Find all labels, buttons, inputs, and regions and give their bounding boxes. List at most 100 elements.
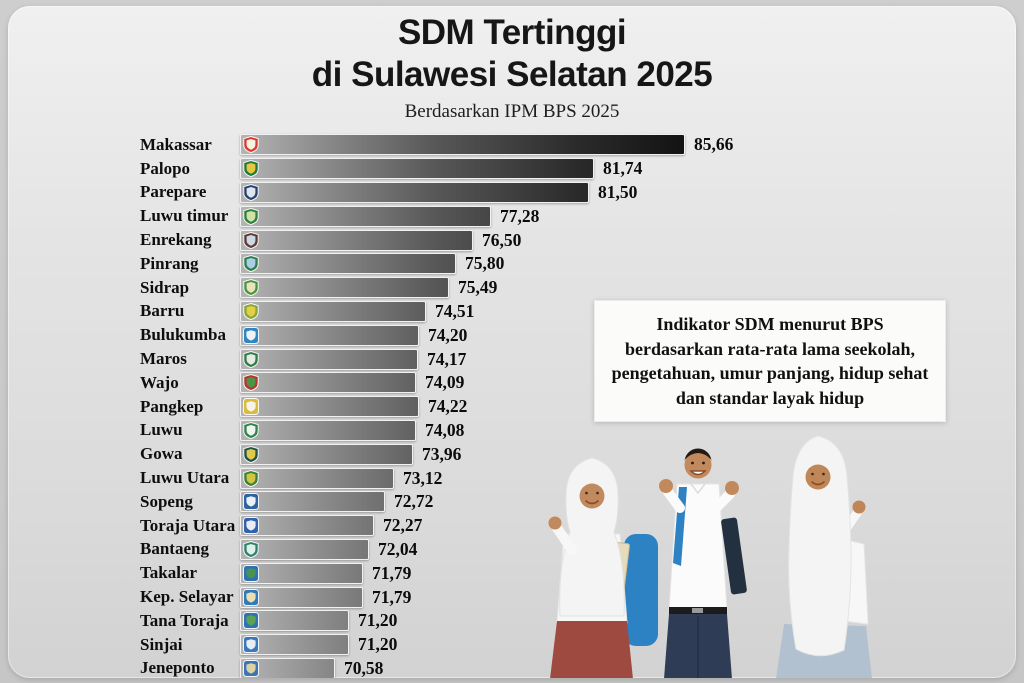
info-box: Indikator SDM menurut BPS berdasarkan rat…: [594, 300, 946, 422]
bar-row-maros: Maros 74,17: [140, 347, 880, 371]
bar-row-luwu-timur: Luwu timur 77,28: [140, 204, 880, 228]
category-label: Pinrang: [140, 253, 199, 273]
value-bar: [240, 610, 349, 632]
card-background: SDM Tertinggi di Sulawesi Selatan 2025 Be…: [8, 6, 1016, 678]
bar-row-sopeng: Sopeng 72,72: [140, 490, 880, 514]
value-bar: [240, 300, 426, 322]
value-label: 81,74: [603, 158, 643, 179]
category-label: Toraja Utara: [140, 515, 236, 535]
value-bar: [240, 396, 419, 418]
value-label: 70,58: [344, 657, 384, 678]
bar-row-barru: Barru 74,51: [140, 300, 880, 324]
category-label: Barru: [140, 301, 185, 321]
value-label: 71,20: [358, 634, 398, 655]
sinjai-emblem-icon: [243, 636, 259, 654]
barru-emblem-icon: [243, 302, 259, 320]
info-box-text: Indikator SDM menurut BPS berdasarkan rat…: [611, 314, 929, 408]
bar-row-pangkep: Pangkep 74,22: [140, 395, 880, 419]
value-label: 74,08: [425, 419, 465, 440]
value-bar: [240, 348, 418, 370]
enrekang-emblem-icon: [243, 231, 259, 249]
value-bar: [240, 586, 363, 608]
jeneponto-emblem-icon: [243, 659, 259, 677]
page-subtitle: Berdasarkan IPM BPS 2025: [404, 101, 620, 122]
bar-chart: Makassar 85,66 Palopo 81,74 Parepare 81,50 Luw…: [140, 133, 880, 678]
category-label: Luwu timur: [140, 206, 229, 226]
category-label: Wajo: [140, 372, 179, 392]
value-bar: [240, 515, 374, 537]
category-label: Takalar: [140, 563, 198, 583]
category-label: Bulukumba: [140, 325, 226, 345]
maros-emblem-icon: [243, 350, 259, 368]
bar-row-bulukumba: Bulukumba 74,20: [140, 323, 880, 347]
value-label: 77,28: [500, 205, 540, 226]
category-label: Sidrap: [140, 277, 190, 297]
makassar-emblem-icon: [243, 136, 259, 154]
category-label: Sopeng: [140, 491, 193, 511]
bar-row-tana-toraja: Tana Toraja 71,20: [140, 609, 880, 633]
bar-row-toraja-utara: Toraja Utara 72,27: [140, 514, 880, 538]
value-bar: [240, 538, 369, 560]
value-bar: [240, 277, 449, 299]
value-bar: [240, 229, 473, 251]
value-label: 71,20: [358, 610, 398, 631]
title-line-2: di Sulawesi Selatan 2025: [311, 55, 713, 94]
value-label: 72,72: [394, 491, 434, 512]
value-bar: [240, 253, 456, 275]
category-label: Kep. Selayar: [140, 587, 234, 607]
parepare-emblem-icon: [243, 183, 259, 201]
pinrang-emblem-icon: [243, 255, 259, 273]
bar-row-pinrang: Pinrang 75,80: [140, 252, 880, 276]
bar-row-enrekang: Enrekang 76,50: [140, 228, 880, 252]
bar-row-takalar: Takalar 71,79: [140, 561, 880, 585]
gowa-emblem-icon: [243, 445, 259, 463]
page-title: SDM Tertinggi di Sulawesi Selatan 2025: [8, 12, 1016, 96]
toraja-utara-emblem-icon: [243, 517, 259, 535]
student-girl-left: [548, 457, 633, 678]
value-label: 85,66: [694, 134, 734, 155]
category-label: Gowa: [140, 444, 183, 464]
bar-row-palopo: Palopo 81,74: [140, 157, 880, 181]
header: SDM Tertinggi di Sulawesi Selatan 2025 Be…: [8, 12, 1016, 123]
category-label: Pangkep: [140, 396, 204, 416]
value-bar: [240, 467, 394, 489]
value-label: 71,79: [372, 562, 412, 583]
value-bar: [240, 372, 416, 394]
value-label: 74,20: [428, 324, 468, 345]
category-label: Palopo: [140, 158, 191, 178]
student-girl-right: [776, 435, 872, 678]
category-label: Sinjai: [140, 634, 183, 654]
value-label: 74,17: [427, 348, 467, 369]
category-label: Bantaeng: [140, 539, 209, 559]
bar-row-jeneponto: Jeneponto 70,58: [140, 657, 880, 678]
value-bar: [240, 634, 349, 656]
value-bar: [240, 134, 685, 156]
sidrap-emblem-icon: [243, 279, 259, 297]
value-label: 72,04: [378, 538, 418, 559]
bar-row-sidrap: Sidrap 75,49: [140, 276, 880, 300]
category-label: Parepare: [140, 182, 207, 202]
value-label: 71,79: [372, 586, 412, 607]
value-bar: [240, 657, 335, 678]
backpack-icon: [624, 534, 658, 646]
takalar-emblem-icon: [243, 564, 259, 582]
bar-row-luwu: Luwu 74,08: [140, 419, 880, 443]
luwu-timur-emblem-icon: [243, 207, 259, 225]
kep-selayar-emblem-icon: [243, 588, 259, 606]
value-bar: [240, 443, 413, 465]
bar-row-parepare: Parepare 81,50: [140, 181, 880, 205]
pangkep-emblem-icon: [243, 398, 259, 416]
luwu-utara-emblem-icon: [243, 469, 259, 487]
bar-row-wajo: Wajo 74,09: [140, 371, 880, 395]
value-label: 72,27: [383, 515, 423, 536]
value-bar: [240, 491, 385, 513]
value-bar: [240, 205, 491, 227]
bantaeng-emblem-icon: [243, 540, 259, 558]
sopeng-emblem-icon: [243, 493, 259, 511]
value-bar: [240, 324, 419, 346]
students-photo: [520, 416, 1016, 678]
value-label: 81,50: [598, 181, 638, 202]
tana-toraja-emblem-icon: [243, 612, 259, 630]
bar-row-makassar: Makassar 85,66: [140, 133, 880, 157]
